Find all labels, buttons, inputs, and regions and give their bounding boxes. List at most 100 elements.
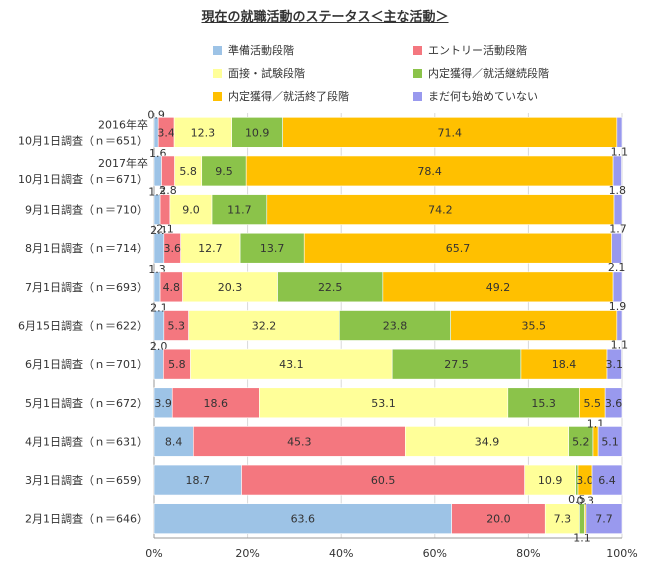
- legend-item-entry: エントリー活動段階: [413, 42, 623, 58]
- category-label: 7月1日調査（ｎ＝693）: [25, 280, 148, 294]
- data-label: 4.8: [163, 281, 181, 294]
- data-label: 1.7: [609, 223, 627, 236]
- data-label: 15.3: [531, 397, 556, 410]
- bar-segment: [591, 464, 623, 496]
- bar-segment: [231, 117, 284, 148]
- bar-segment: [616, 310, 623, 341]
- data-label: 5.8: [168, 358, 186, 371]
- data-label: 3.6: [164, 242, 182, 255]
- bar-segment: [303, 232, 613, 264]
- bar-segment: [524, 464, 576, 496]
- x-tick-label: 100%: [606, 547, 637, 560]
- bar-segment: [612, 271, 623, 303]
- bar-segment: [451, 503, 546, 534]
- data-label: 49.2: [486, 281, 511, 294]
- category-label: 2月1日調査（ｎ＝646）: [25, 512, 148, 526]
- bar-segment: [180, 232, 241, 264]
- data-label: 7.7: [595, 513, 613, 526]
- bar-segment: [169, 194, 213, 225]
- legend-item-not-started: まだ何も始めていない: [413, 88, 623, 104]
- bar-segment: [153, 271, 161, 303]
- data-label: 3.9: [154, 397, 172, 410]
- data-label: 1.1: [573, 532, 591, 545]
- legend-label: 準備活動段階: [228, 44, 294, 57]
- legend-swatch: [413, 45, 422, 55]
- bar-segment: [592, 426, 599, 457]
- bar-segment: [201, 155, 247, 187]
- bar-segment: [579, 503, 585, 534]
- category-label: 10月1日調査（ｎ＝671）: [18, 172, 148, 186]
- legend-label: 面接・試験段階: [228, 67, 305, 80]
- bar-segment: [613, 194, 623, 225]
- data-label: 63.6: [291, 513, 316, 526]
- data-label: 3.0: [576, 474, 594, 487]
- bar-segment: [159, 194, 171, 225]
- data-label: 43.1: [279, 358, 304, 371]
- data-label: 71.4: [438, 126, 463, 139]
- data-label: 23.8: [383, 320, 408, 333]
- category-label: 5月1日調査（ｎ＝672）: [25, 396, 148, 410]
- legend-item-offer-finished: 内定獲得／就活終了段階: [213, 88, 413, 104]
- data-label: 2.8: [159, 184, 177, 197]
- data-label: 5.1: [601, 435, 619, 448]
- bar-segment: [568, 426, 594, 457]
- data-label: 9.5: [215, 165, 233, 178]
- bar-segment: [604, 387, 623, 419]
- data-label: 8.4: [165, 435, 183, 448]
- bar-segment: [339, 310, 452, 341]
- bar-segment: [239, 232, 305, 264]
- bar-segment: [616, 117, 623, 148]
- bar-segment: [153, 155, 162, 187]
- legend-label: まだ何も始めていない: [428, 90, 538, 103]
- data-label: 10.9: [538, 474, 563, 487]
- data-label: 1.1: [611, 145, 629, 158]
- data-label: 65.7: [446, 242, 471, 255]
- bar-segment: [405, 426, 569, 457]
- data-label: 27.5: [444, 358, 469, 371]
- bar-segment: [153, 348, 164, 380]
- bar-segment: [606, 348, 622, 380]
- x-tick-label: 0%: [145, 547, 162, 560]
- data-label: 18.6: [204, 397, 229, 410]
- data-label: 20.3: [218, 281, 243, 294]
- data-label: 5.3: [167, 320, 185, 333]
- data-label: 12.3: [191, 126, 216, 139]
- data-label: 60.5: [371, 474, 396, 487]
- category-label: 8月1日調査（ｎ＝714）: [25, 241, 148, 255]
- x-tick-label: 80%: [516, 547, 540, 560]
- bar-segment: [282, 117, 618, 148]
- category-label: 3月1日調査（ｎ＝659）: [25, 473, 148, 487]
- data-label: 3.6: [605, 397, 623, 410]
- bar-segment: [171, 387, 260, 419]
- data-label: 5.2: [572, 435, 590, 448]
- bar-segment: [211, 194, 268, 225]
- data-label: 3.4: [157, 126, 175, 139]
- bar-segment: [153, 232, 165, 264]
- data-label: 10.9: [245, 126, 270, 139]
- category-label: 6月1日調査（ｎ＝701）: [25, 357, 148, 371]
- bar-segment: [182, 271, 278, 303]
- data-label: 7.3: [554, 513, 572, 526]
- data-label: 2.1: [150, 302, 168, 315]
- bar-segment: [153, 426, 194, 457]
- category-label: 2017年卒: [98, 156, 148, 170]
- bar-segment: [277, 271, 384, 303]
- data-label: 0.5: [568, 493, 586, 506]
- x-tick-label: 20%: [235, 547, 259, 560]
- bar-segment: [153, 194, 161, 225]
- chart-title: 現在の就職活動のステータス＜主な活動＞: [201, 10, 449, 25]
- data-label: 2.1: [608, 261, 626, 274]
- legend-swatch: [213, 91, 222, 101]
- bar-segment: [597, 426, 623, 457]
- data-label: 1.9: [609, 300, 627, 313]
- data-label: 11.7: [227, 204, 252, 217]
- category-label: 2016年卒: [98, 117, 148, 131]
- data-label: 22.5: [318, 281, 343, 294]
- bar-segment: [507, 387, 580, 419]
- data-label: 18.4: [552, 358, 577, 371]
- bar-segment: [391, 348, 522, 380]
- bar-segment: [520, 348, 608, 380]
- legend-label: 内定獲得／就活継続段階: [428, 67, 549, 80]
- data-label: 5.5: [584, 397, 602, 410]
